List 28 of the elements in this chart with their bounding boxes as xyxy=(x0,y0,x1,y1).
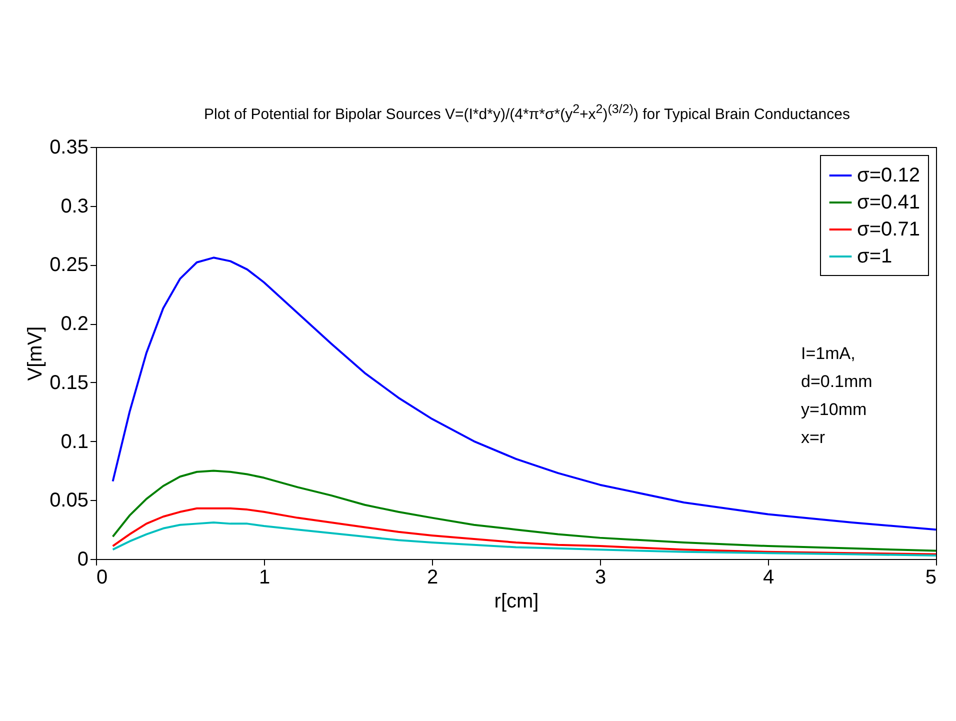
annotation: y=10mm xyxy=(801,400,867,419)
annotation: x=r xyxy=(801,428,826,447)
x-tick-label: 4 xyxy=(762,566,774,588)
x-tick-label: 2 xyxy=(426,566,438,588)
annotation: d=0.1mm xyxy=(801,372,872,391)
y-tick-label: 0 xyxy=(77,548,88,570)
y-tick-label: 0.35 xyxy=(50,136,88,158)
y-tick-label: 0.15 xyxy=(50,372,88,394)
y-tick-label: 0.05 xyxy=(50,490,88,512)
y-axis-title: V[mV] xyxy=(24,326,47,381)
annotation: I=1mA, xyxy=(801,344,856,363)
legend-label: σ=1 xyxy=(857,246,892,268)
x-axis-title: r[cm] xyxy=(494,590,539,612)
chart-title: Plot of Potential for Bipolar Sources V=(I*d*y)/(4*π*σ*(y$^{2}$+x$^{2}$)$^{(3/2)}$) for Typical Brain Conductances xyxy=(203,102,851,123)
y-tick-label: 0.2 xyxy=(60,313,88,336)
line-series xyxy=(112,507,936,556)
x-tick-label: 5 xyxy=(925,566,936,588)
line-series xyxy=(112,522,936,556)
legend-label: σ=0.41 xyxy=(857,192,920,214)
x-tick-label: 1 xyxy=(258,566,270,588)
y-tick-label: 0.1 xyxy=(60,430,88,453)
legend-label: σ=0.12 xyxy=(857,164,920,186)
x-tick-label: 0 xyxy=(96,566,108,588)
x-tick-label: 3 xyxy=(594,566,606,588)
y-tick-label: 0.3 xyxy=(60,195,88,218)
y-tick-label: 0.25 xyxy=(50,254,88,276)
line-series xyxy=(112,470,936,552)
legend-label: σ=0.71 xyxy=(857,218,920,240)
